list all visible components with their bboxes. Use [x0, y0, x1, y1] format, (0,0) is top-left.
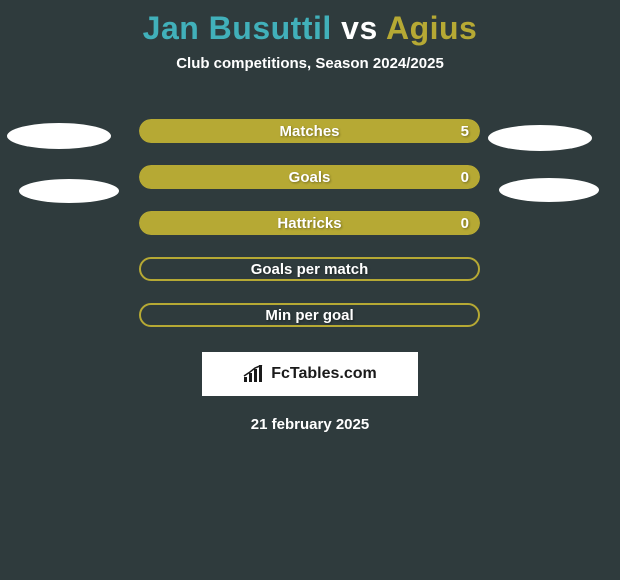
- title-vs: vs: [341, 10, 378, 46]
- title-player2: Agius: [386, 10, 477, 46]
- ellipse-left-matches: [7, 123, 111, 149]
- bar-goals-per-match: Goals per match: [139, 257, 480, 281]
- bar-chart-icon: [243, 365, 265, 383]
- bar-min-per-goal: Min per goal: [139, 303, 480, 327]
- comparison-infographic: Jan Busuttil vs Agius Club competitions,…: [0, 0, 620, 580]
- bar-label-min-per-goal: Min per goal: [141, 307, 478, 324]
- ellipse-left-goals: [19, 179, 119, 203]
- bar-matches: Matches5: [139, 119, 480, 143]
- date-line: 21 february 2025: [0, 416, 620, 433]
- brand-text: FcTables.com: [271, 365, 377, 383]
- row-goals-per-match: Goals per match: [0, 246, 620, 292]
- subtitle: Club competitions, Season 2024/2025: [0, 55, 620, 72]
- ellipse-right-goals: [499, 178, 599, 202]
- bar-goals: Goals0: [139, 165, 480, 189]
- bar-fill-hattricks: [139, 211, 480, 235]
- bar-label-goals-per-match: Goals per match: [141, 261, 478, 278]
- row-min-per-goal: Min per goal: [0, 292, 620, 338]
- bar-fill-goals: [139, 165, 480, 189]
- page-title: Jan Busuttil vs Agius: [0, 0, 620, 47]
- bar-hattricks: Hattricks0: [139, 211, 480, 235]
- ellipse-right-matches: [488, 125, 592, 151]
- title-player1: Jan Busuttil: [143, 10, 332, 46]
- bar-fill-matches: [139, 119, 480, 143]
- row-hattricks: Hattricks0: [0, 200, 620, 246]
- brand-box: FcTables.com: [202, 352, 418, 396]
